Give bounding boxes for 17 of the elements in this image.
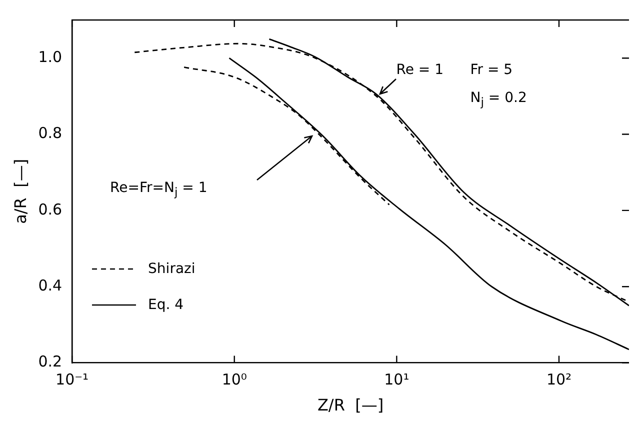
y-tick-label: 0.8 — [38, 124, 62, 142]
y-tick-label: 0.4 — [38, 276, 62, 295]
x-tick-label: 10⁰ — [222, 370, 247, 389]
y-axis-title: a/R [—] — [10, 158, 30, 224]
legend-label: Shirazi — [148, 260, 196, 277]
y-tick-label: 0.2 — [38, 352, 62, 371]
annotation: Fr = 5 — [470, 62, 513, 78]
legend-label: Eq. 4 — [148, 296, 184, 313]
x-tick-label: 10¹ — [384, 370, 410, 389]
y-tick-label: 0.6 — [38, 200, 62, 218]
x-axis-title: Z/R [—] — [317, 396, 384, 415]
annotation: Re = 1 — [396, 62, 444, 78]
y-tick-label: 1.0 — [38, 48, 62, 66]
annotation: Re=Fr=N$_{j}$ = 1 — [110, 180, 208, 199]
x-tick-label: 10² — [546, 370, 572, 389]
x-tick-label: 10⁻¹ — [56, 370, 89, 389]
annotation: N$_{j}$ = 0.2 — [470, 90, 527, 109]
